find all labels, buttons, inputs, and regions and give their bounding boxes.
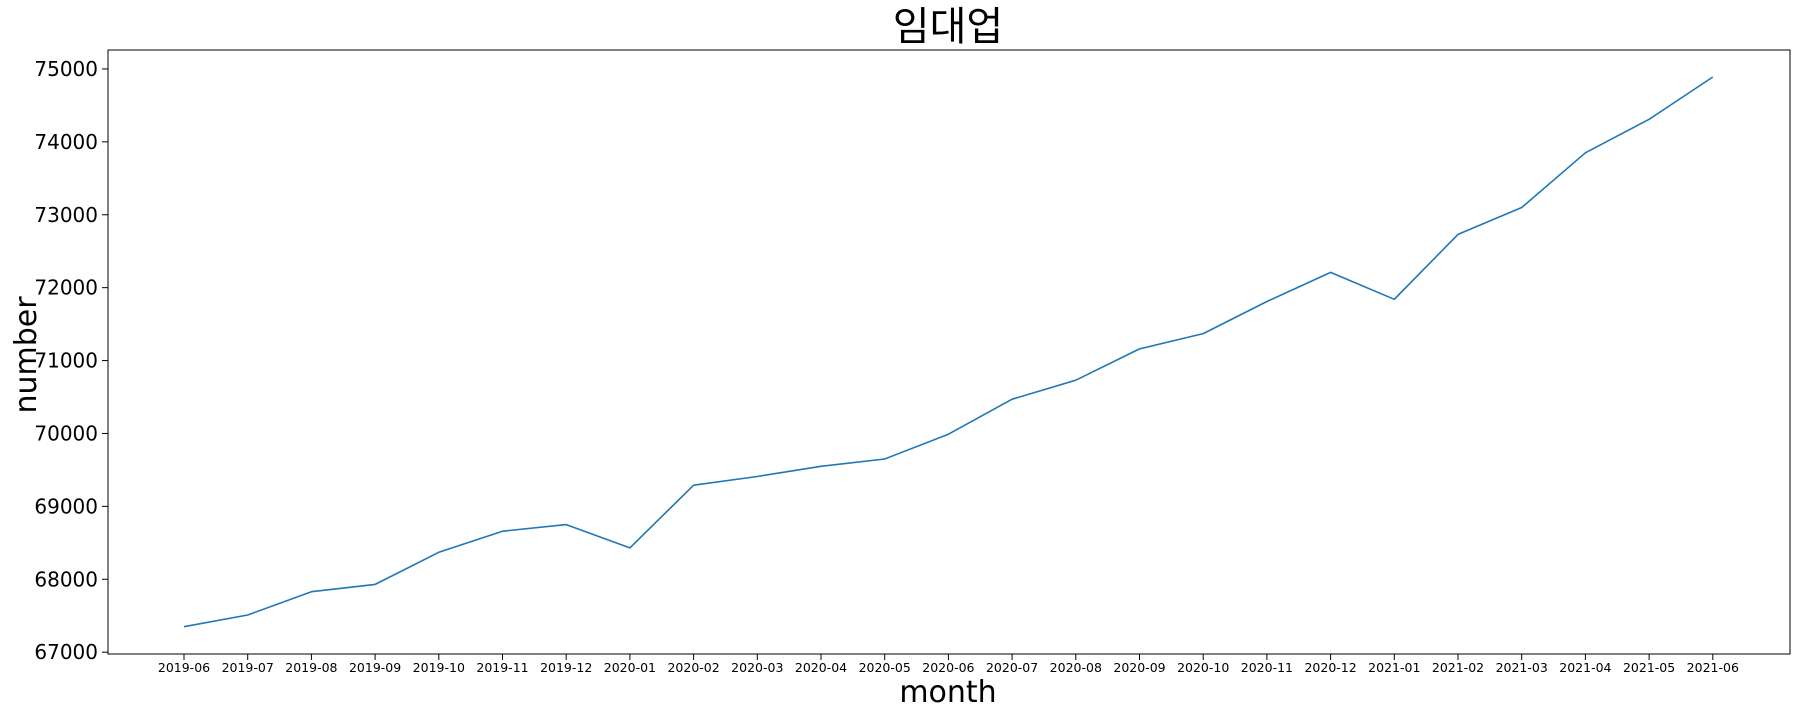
chart-title: 임대업 xyxy=(893,4,1003,50)
x-tick-label: 2021-02 xyxy=(1432,660,1484,675)
x-tick-label: 2019-09 xyxy=(349,660,401,675)
series-layer xyxy=(183,76,1714,628)
x-tick-label: 2019-07 xyxy=(222,660,274,675)
x-axis: 2019-06 2019-07 2019-08 2019-09 2019-10 2019-… xyxy=(158,654,1739,675)
x-tick-label: 2021-05 xyxy=(1623,660,1675,675)
x-tick-label: 2020-09 xyxy=(1113,660,1165,675)
x-tick-label: 2021-03 xyxy=(1496,660,1548,675)
x-tick-label: 2020-11 xyxy=(1241,660,1293,675)
y-tick-label: 71000 xyxy=(34,349,98,373)
x-tick-label: 2019-06 xyxy=(158,660,210,675)
x-tick-label: 2019-11 xyxy=(476,660,528,675)
x-tick-label: 2021-06 xyxy=(1687,660,1739,675)
x-tick-label: 2019-12 xyxy=(540,660,592,675)
x-tick-label: 2021-04 xyxy=(1559,660,1611,675)
x-tick-label: 2021-01 xyxy=(1368,660,1420,675)
x-tick-label: 2020-07 xyxy=(986,660,1038,675)
y-tick-label: 70000 xyxy=(34,421,98,445)
y-tick-label: 73000 xyxy=(34,203,98,227)
x-tick-label: 2020-06 xyxy=(922,660,974,675)
x-tick-label: 2019-08 xyxy=(285,660,337,675)
x-tick-label: 2019-10 xyxy=(413,660,465,675)
y-axis-label: number xyxy=(9,296,44,414)
x-tick-label: 2020-08 xyxy=(1050,660,1102,675)
y-tick-label: 74000 xyxy=(34,130,98,154)
x-tick-label: 2020-01 xyxy=(604,660,656,675)
y-tick-label: 69000 xyxy=(34,494,98,518)
x-tick-label: 2020-02 xyxy=(667,660,719,675)
x-tick-label: 2020-05 xyxy=(859,660,911,675)
y-tick-label: 72000 xyxy=(34,276,98,300)
x-axis-label: month xyxy=(899,675,996,710)
x-tick-label: 2020-03 xyxy=(731,660,783,675)
y-axis: 67000 68000 69000 70000 71000 72000 73000 74000… xyxy=(34,57,108,664)
y-tick-label: 67000 xyxy=(34,640,98,664)
x-tick-label: 2020-10 xyxy=(1177,660,1229,675)
plot-area xyxy=(107,49,1791,655)
y-tick-label: 75000 xyxy=(34,57,98,81)
y-tick-label: 68000 xyxy=(34,567,98,591)
series-line xyxy=(183,76,1714,628)
x-tick-label: 2020-12 xyxy=(1304,660,1356,675)
x-tick-label: 2020-04 xyxy=(795,660,847,675)
